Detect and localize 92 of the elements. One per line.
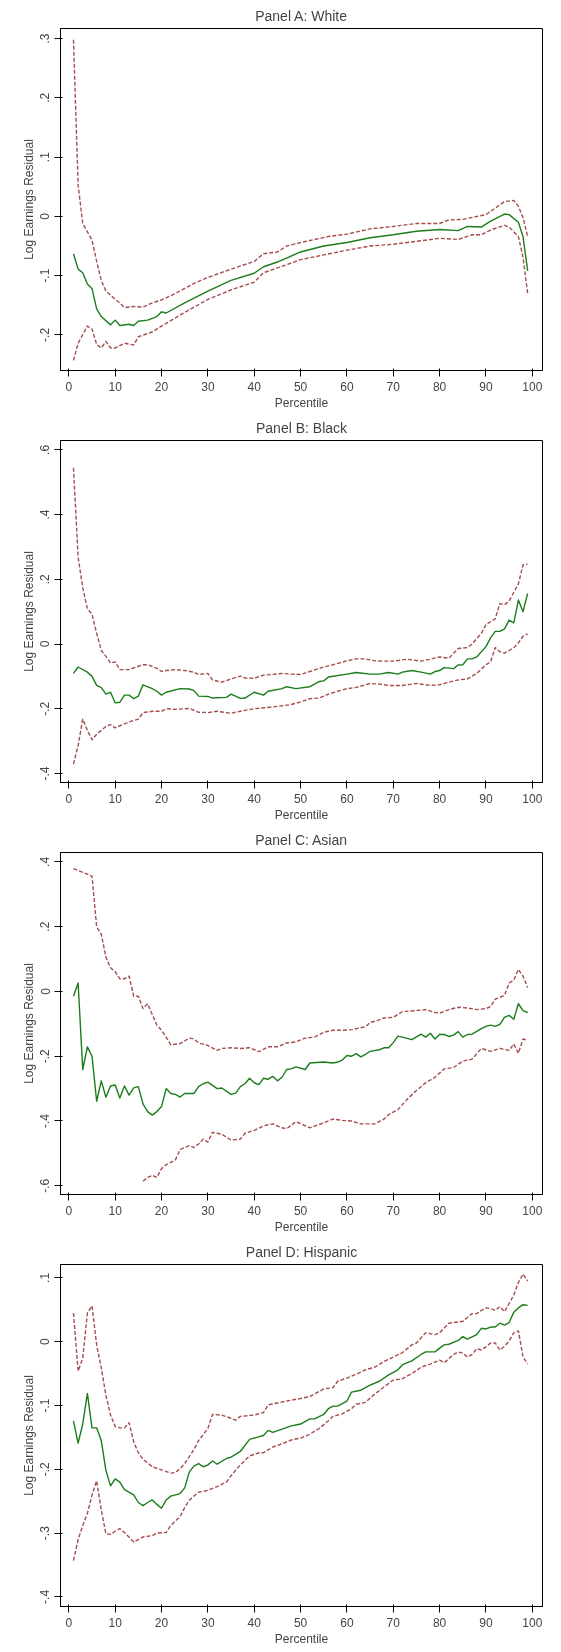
x-tick-label: 0 <box>65 1615 73 1630</box>
y-tick-label: 0 <box>38 640 53 648</box>
x-tick-label: 90 <box>479 791 493 806</box>
y-tick-label: .6 <box>38 444 53 455</box>
line-series <box>72 633 529 765</box>
x-tick-label: 80 <box>432 1203 447 1218</box>
x-tick-label: 90 <box>479 1203 493 1218</box>
line-series <box>72 592 529 704</box>
y-tick-label: .2 <box>38 921 53 932</box>
x-axis-title: Percentile <box>274 807 329 822</box>
x-tick-label: 20 <box>154 1615 169 1630</box>
y-tick-label: .2 <box>38 573 53 585</box>
y-tick-label: -.2 <box>38 1048 53 1064</box>
chart-title: Panel D: Hispanic <box>245 1243 358 1260</box>
x-tick-label: 20 <box>154 1203 169 1218</box>
y-tick-label: -.2 <box>38 1461 53 1477</box>
line-series <box>72 1330 529 1562</box>
x-tick-label: 90 <box>479 1615 493 1630</box>
y-tick-label: -.3 <box>38 1525 53 1541</box>
y-axis-title: Log Earnings Residual <box>21 1375 36 1496</box>
x-tick-label: 70 <box>386 791 401 806</box>
x-tick-label: 40 <box>247 1203 262 1218</box>
y-tick-label: .4 <box>38 509 53 520</box>
y-tick-label: -.4 <box>38 1589 53 1604</box>
line-series <box>72 39 529 309</box>
y-tick-label: .3 <box>38 33 53 44</box>
x-tick-label: 40 <box>247 379 262 394</box>
x-tick-label: 90 <box>479 379 493 394</box>
y-tick-label: -.4 <box>38 766 53 781</box>
x-tick-label: 30 <box>201 1203 215 1218</box>
x-tick-label: 0 <box>65 791 73 806</box>
chart-title: Panel B: Black <box>255 419 349 436</box>
x-tick-label: 70 <box>386 1615 401 1630</box>
x-tick-label: 10 <box>108 1203 123 1218</box>
y-tick-label: -.2 <box>38 701 53 716</box>
x-tick-label: 100 <box>522 379 543 394</box>
x-tick-label: 50 <box>293 379 308 394</box>
x-tick-label: 20 <box>154 791 169 806</box>
x-tick-label: 10 <box>108 791 123 806</box>
x-axis-title: Percentile <box>274 1219 329 1234</box>
line-series <box>142 1038 529 1182</box>
line-series <box>72 213 529 327</box>
chart-title: Panel A: White <box>255 7 348 24</box>
line-series <box>72 982 529 1116</box>
line-series <box>72 1304 529 1509</box>
x-tick-label: 70 <box>386 1203 401 1218</box>
y-axis-title: Log Earnings Residual <box>21 139 36 260</box>
y-axis-title: Log Earnings Residual <box>21 551 36 672</box>
y-tick-label: -.6 <box>38 1178 53 1193</box>
x-axis-title: Percentile <box>274 1631 329 1646</box>
x-tick-label: 100 <box>522 1615 543 1630</box>
x-tick-label: 70 <box>386 379 401 394</box>
x-tick-label: 80 <box>432 379 447 394</box>
y-tick-label: .1 <box>38 151 53 163</box>
x-tick-label: 0 <box>65 1203 73 1218</box>
line-series <box>72 224 529 362</box>
x-tick-label: 80 <box>432 791 447 806</box>
y-tick-label: 0 <box>38 212 53 220</box>
x-tick-label: 40 <box>247 1615 262 1630</box>
y-tick-label: 0 <box>38 1338 53 1346</box>
x-tick-label: 60 <box>340 791 354 806</box>
x-tick-label: 40 <box>247 791 262 806</box>
x-tick-label: 60 <box>340 1615 354 1630</box>
x-tick-label: 80 <box>432 1615 447 1630</box>
x-tick-label: 0 <box>65 379 73 394</box>
y-tick-label: -.1 <box>38 1398 53 1413</box>
chart-title: Panel C: Asian <box>255 831 348 848</box>
y-tick-label: .1 <box>38 1272 53 1283</box>
y-tick-label: 0 <box>38 987 53 995</box>
x-tick-label: 50 <box>293 1615 308 1630</box>
y-axis-title: Log Earnings Residual <box>21 963 36 1084</box>
x-tick-label: 30 <box>201 1615 215 1630</box>
y-tick-label: .2 <box>38 92 53 103</box>
y-tick-label: -.2 <box>38 327 53 342</box>
x-tick-label: 50 <box>293 1203 308 1218</box>
x-tick-label: 30 <box>201 379 215 394</box>
x-tick-label: 10 <box>108 379 123 394</box>
line-series <box>72 466 529 683</box>
x-tick-label: 10 <box>108 1615 123 1630</box>
y-tick-label: -.4 <box>38 1113 53 1128</box>
x-tick-label: 60 <box>340 379 354 394</box>
line-series <box>72 1273 529 1474</box>
x-tick-label: 60 <box>340 1203 354 1218</box>
y-tick-label: .4 <box>38 856 53 867</box>
line-series <box>72 867 529 1053</box>
x-axis-title: Percentile <box>274 395 329 410</box>
x-tick-label: 20 <box>154 379 169 394</box>
x-tick-label: 30 <box>201 791 215 806</box>
x-tick-label: 100 <box>522 791 543 806</box>
x-tick-label: 100 <box>522 1203 543 1218</box>
y-tick-label: -.1 <box>38 268 53 283</box>
x-tick-label: 50 <box>293 791 308 806</box>
